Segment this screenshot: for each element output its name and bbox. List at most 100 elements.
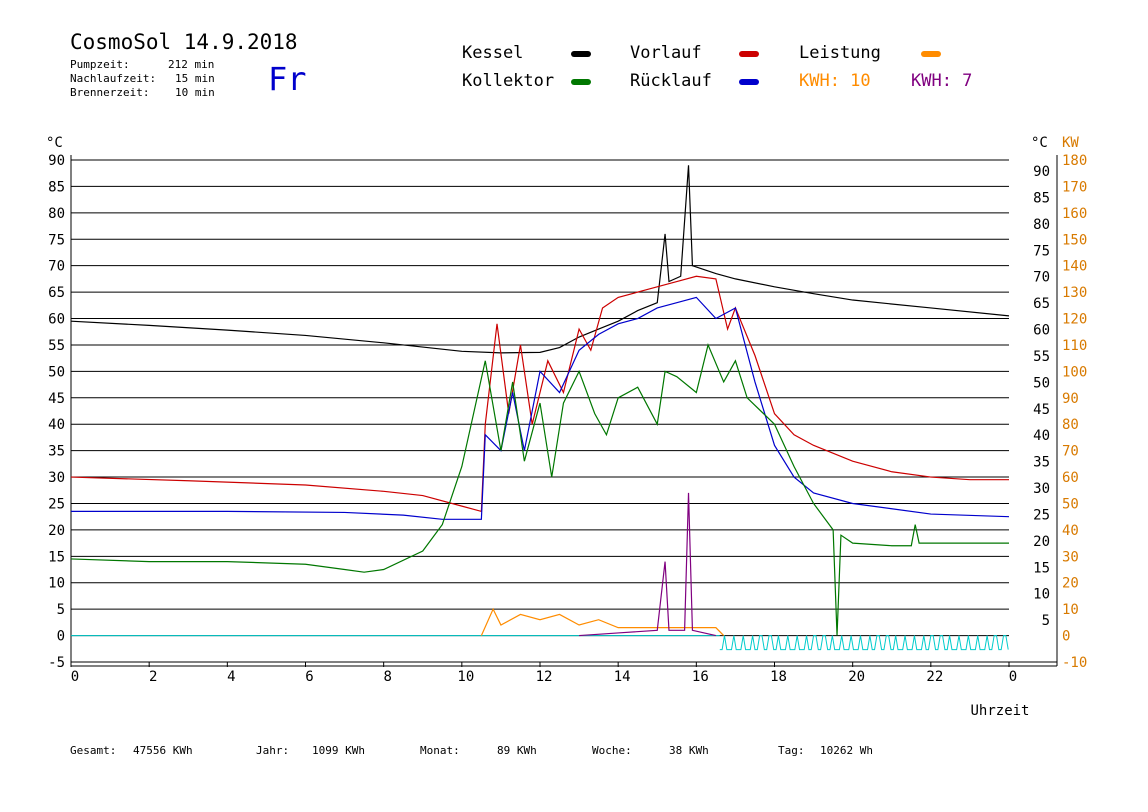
- x-tick-label: 10: [457, 669, 474, 685]
- series-line-leistung: [480, 607, 725, 637]
- y-tick-label-power: 150: [1062, 232, 1087, 248]
- y-tick-label-power: 20: [1062, 576, 1079, 592]
- footer-gesamt-label: Gesamt:: [70, 744, 117, 757]
- y-tick-label-left: 15: [48, 549, 65, 565]
- legend-leistung-swatch: [921, 51, 941, 57]
- x-tick-label: 6: [305, 669, 313, 685]
- footer-gesamt-value: 47556 KWh: [133, 744, 193, 757]
- x-tick-label: 18: [770, 669, 787, 685]
- y-tick-label-right: 35: [1033, 455, 1050, 471]
- y-tick-label-left: 75: [48, 232, 65, 248]
- series-line-kessel: [70, 165, 1010, 354]
- legend-kollektor-swatch: [571, 79, 591, 85]
- y-tick-label-power: 0: [1062, 629, 1070, 645]
- y-tick-label-power: 110: [1062, 338, 1087, 354]
- x-tick-label: 20: [848, 669, 865, 685]
- y-tick-label-left: 70: [48, 259, 65, 275]
- footer-tag-value: 10262 Wh: [820, 744, 873, 757]
- y-tick-label-right: 60: [1033, 323, 1050, 339]
- legend-kessel: Kessel: [462, 43, 524, 63]
- y-tick-label-power: 90: [1062, 391, 1079, 407]
- x-tick-label: 0: [71, 669, 79, 685]
- y-tick-label-right: 70: [1033, 270, 1050, 286]
- x-tick-label: 4: [227, 669, 235, 685]
- y-tick-label-right: 45: [1033, 402, 1050, 418]
- footer-woche-value: 38 KWh: [669, 744, 709, 757]
- y-tick-label-power: 100: [1062, 364, 1087, 380]
- legend-leistung: Leistung: [799, 43, 881, 63]
- y-tick-label-power: 160: [1062, 206, 1087, 222]
- nachlauf-time-value: 15 min: [175, 72, 215, 85]
- footer-woche-label: Woche:: [592, 744, 632, 757]
- brenner-time-label: Brennerzeit:: [70, 86, 150, 99]
- series-line-kwh-7: [579, 492, 717, 637]
- pump-time-label: Pumpzeit:: [70, 58, 130, 71]
- y-tick-label-right: 20: [1033, 534, 1050, 550]
- y-tick-label-left: 65: [48, 285, 65, 301]
- y-tick-label-left: 30: [48, 470, 65, 486]
- y-tick-label-right: 50: [1033, 375, 1050, 391]
- legend-vorlauf-swatch: [739, 51, 759, 57]
- y-tick-label-left: 90: [48, 153, 65, 169]
- y-tick-label-left: 0: [57, 629, 65, 645]
- footer-jahr-label: Jahr:: [256, 744, 290, 757]
- y-tick-label-left: 20: [48, 523, 65, 539]
- legend-kwh-purple: KWH: 7: [911, 71, 973, 91]
- series-line-r-cklauf: [71, 296, 1010, 520]
- y-axis-unit-left: °C: [46, 135, 63, 151]
- pump-time-value: 212 min: [168, 58, 215, 71]
- brenner-time-value: 10 min: [175, 86, 215, 99]
- x-tick-label: 14: [614, 669, 631, 685]
- y-tick-label-power: 70: [1062, 444, 1079, 460]
- y-tick-label-left: 55: [48, 338, 65, 354]
- legend-vorlauf: Vorlauf: [630, 43, 702, 63]
- x-tick-label: 12: [536, 669, 553, 685]
- x-axis-label: Uhrzeit: [970, 703, 1029, 719]
- y-tick-label-right: 65: [1033, 296, 1050, 312]
- y-tick-label-left: 5: [57, 602, 65, 618]
- y-tick-label-right: 55: [1033, 349, 1050, 365]
- y-tick-label-left: 40: [48, 417, 65, 433]
- legend-ruecklauf: Rücklauf: [630, 71, 712, 91]
- y-tick-label-power: 80: [1062, 417, 1079, 433]
- y-tick-label-right: 25: [1033, 507, 1050, 523]
- legend-ruecklauf-swatch: [739, 79, 759, 85]
- y-axis-unit-power: KW: [1062, 135, 1079, 151]
- legend-kessel-swatch: [571, 51, 591, 57]
- y-tick-label-left: 45: [48, 391, 65, 407]
- series-line-kollektor: [70, 343, 1009, 636]
- y-tick-label-left: -5: [48, 655, 65, 671]
- series-line-vorlauf: [70, 275, 1009, 513]
- cyan-pulse-series: [719, 635, 1009, 651]
- y-tick-label-left: 25: [48, 496, 65, 512]
- y-tick-label-left: 80: [48, 206, 65, 222]
- x-tick-label: 0: [1009, 669, 1017, 685]
- y-tick-label-right: 30: [1033, 481, 1050, 497]
- legend-kollektor: Kollektor: [462, 71, 555, 91]
- y-tick-label-left: 50: [48, 364, 65, 380]
- footer-tag-label: Tag:: [778, 744, 805, 757]
- y-tick-label-right: 10: [1033, 587, 1050, 603]
- y-tick-label-left: 10: [48, 576, 65, 592]
- y-tick-label-power: 50: [1062, 496, 1079, 512]
- y-tick-label-right: 80: [1033, 217, 1050, 233]
- weekday-label: Fr: [268, 60, 307, 98]
- y-tick-label-left: 85: [48, 179, 65, 195]
- y-tick-label-power: 130: [1062, 285, 1087, 301]
- x-tick-label: 2: [149, 669, 157, 685]
- footer-monat-value: 89 KWh: [497, 744, 537, 757]
- y-tick-label-power: 120: [1062, 312, 1087, 328]
- x-tick-label: 22: [926, 669, 943, 685]
- x-tick-label: 8: [383, 669, 391, 685]
- y-tick-label-right: 15: [1033, 560, 1050, 576]
- y-axis-unit-right: °C: [1031, 135, 1048, 151]
- y-tick-label-power: -10: [1062, 655, 1087, 671]
- footer-jahr-value: 1099 KWh: [312, 744, 365, 757]
- y-tick-label-power: 60: [1062, 470, 1079, 486]
- y-tick-label-right: 85: [1033, 190, 1050, 206]
- chart-title: CosmoSol 14.9.2018: [70, 30, 298, 54]
- y-tick-label-power: 170: [1062, 179, 1087, 195]
- footer-monat-label: Monat:: [420, 744, 460, 757]
- y-tick-label-right: 75: [1033, 243, 1050, 259]
